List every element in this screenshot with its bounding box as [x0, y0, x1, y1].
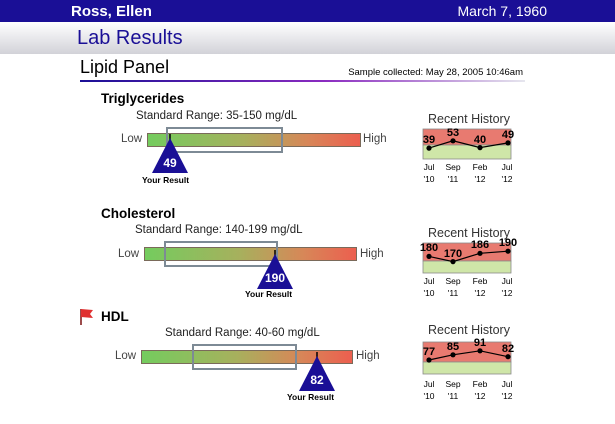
result-marker-icon — [299, 352, 335, 391]
result-value: 49 — [163, 156, 177, 170]
history-point — [426, 357, 432, 363]
history-date: Jul '10 — [423, 379, 435, 401]
standard-range-box — [166, 127, 283, 153]
history-point — [505, 248, 511, 254]
test-cholesterol: Cholesterol Standard Range: 140-199 mg/d… — [0, 0, 615, 299]
history-value: 53 — [446, 126, 460, 139]
history-point — [426, 253, 432, 259]
history-line — [428, 350, 509, 361]
history-date: Jul '12 — [501, 379, 513, 401]
low-label: Low — [118, 248, 140, 260]
history-date: Feb '12 — [472, 162, 488, 184]
history-point — [426, 145, 432, 151]
history-date: Jul '12 — [501, 276, 513, 298]
history-point — [505, 140, 511, 146]
history-date: Jul '10 — [423, 276, 435, 298]
history-chart — [422, 128, 512, 160]
history-value: 85 — [446, 340, 460, 353]
test-triglycerides: Triglycerides Standard Range: 35-150 mg/… — [0, 0, 615, 185]
sample-collected: Sample collected: May 28, 2005 10:46am — [348, 67, 523, 78]
your-result-label: Your Result — [287, 392, 335, 402]
patient-header: Ross, Ellen March 7, 1960 — [0, 0, 615, 22]
result-marker-icon — [152, 134, 188, 173]
your-result-label: Your Result — [142, 175, 190, 185]
history-point — [477, 348, 483, 354]
history-line — [428, 140, 509, 149]
recent-history-title: Recent History — [428, 226, 510, 240]
range-scale-bar — [147, 133, 361, 147]
history-value: 39 — [422, 134, 436, 147]
panel-title: Lipid Panel — [80, 57, 170, 77]
history-date: Jul '10 — [423, 162, 435, 184]
result-marker-icon — [257, 250, 293, 289]
standard-range-label: Standard Range: 35-150 mg/dL — [136, 110, 298, 122]
history-value: 186 — [470, 239, 490, 252]
high-label: High — [356, 350, 380, 362]
history-point — [505, 354, 511, 360]
recent-history-title: Recent History — [428, 323, 510, 337]
your-result-label: Your Result — [245, 289, 293, 299]
history-point — [477, 250, 483, 256]
range-scale-bar — [144, 247, 357, 261]
history-date: Sep '11 — [445, 379, 461, 401]
test-name: Cholesterol — [101, 206, 176, 221]
history-value: 40 — [473, 133, 487, 146]
low-label: Low — [121, 133, 143, 145]
history-date: Sep '11 — [445, 276, 461, 298]
history-value: 170 — [443, 247, 463, 260]
history-value: 190 — [498, 237, 518, 250]
history-point — [450, 138, 456, 144]
history-date: Feb '12 — [472, 276, 488, 298]
standard-range-box — [192, 344, 297, 370]
test-hdl: HDL Standard Range: 40-60 mg/dL Low High… — [0, 0, 615, 402]
panel-divider — [80, 80, 525, 82]
title-band — [0, 22, 615, 54]
history-value: 82 — [501, 342, 515, 355]
history-chart — [422, 341, 512, 375]
high-label: High — [363, 133, 387, 145]
history-line — [428, 250, 509, 263]
recent-history-title: Recent History — [428, 112, 510, 126]
history-chart — [422, 242, 512, 274]
history-value: 77 — [422, 345, 436, 358]
history-value: 49 — [501, 128, 515, 141]
history-point — [450, 352, 456, 358]
history-value: 180 — [419, 242, 439, 255]
test-name: Triglycerides — [101, 91, 185, 106]
low-label: Low — [115, 350, 137, 362]
patient-name: Ross, Ellen — [71, 3, 152, 20]
high-label: High — [360, 248, 384, 260]
standard-range-box — [164, 241, 278, 267]
result-value: 190 — [264, 271, 286, 285]
history-point — [477, 145, 483, 151]
test-name: HDL — [101, 309, 129, 324]
history-date: Jul '12 — [501, 162, 513, 184]
result-value: 82 — [310, 373, 324, 387]
range-scale-bar — [141, 350, 353, 364]
standard-range-label: Standard Range: 40-60 mg/dL — [165, 327, 320, 339]
page-title: Lab Results — [77, 27, 183, 49]
history-date: Sep '11 — [445, 162, 461, 184]
patient-birthdate: March 7, 1960 — [457, 3, 548, 19]
standard-range-label: Standard Range: 140-199 mg/dL — [135, 224, 303, 236]
history-date: Feb '12 — [472, 379, 488, 401]
history-point — [450, 259, 456, 265]
red-flag-icon — [80, 309, 93, 325]
history-value: 91 — [473, 336, 487, 349]
